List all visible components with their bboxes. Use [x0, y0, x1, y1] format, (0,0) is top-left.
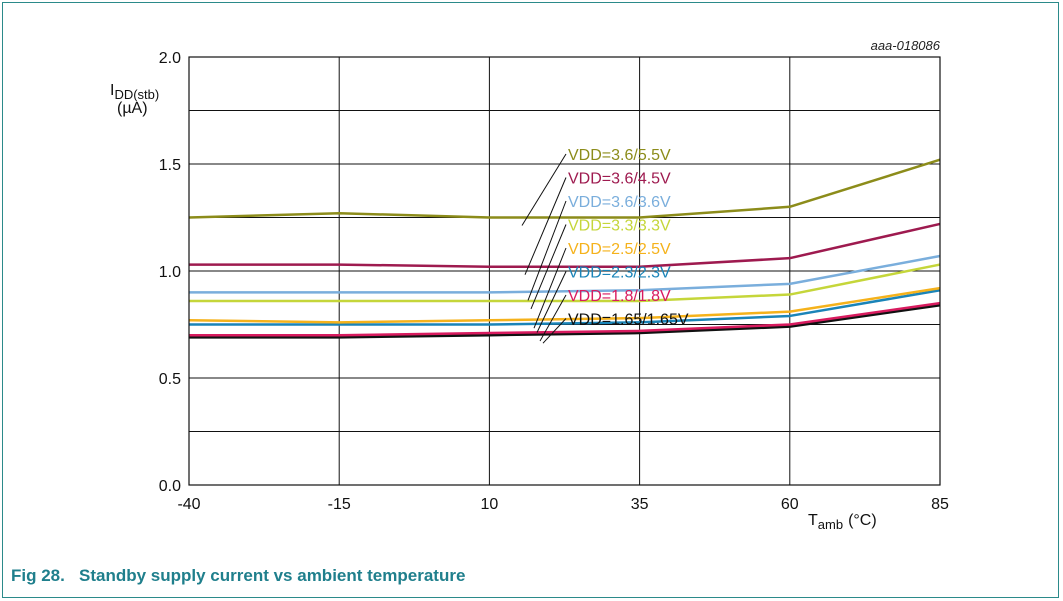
x-tick-label: 85 [931, 496, 949, 513]
legend-leaders [521, 153, 567, 344]
legend-label: VDD=3.6/4.5V [568, 171, 671, 188]
series-line [189, 304, 941, 339]
x-tick-label: -15 [328, 496, 351, 513]
legend-label: VDD=1.8/1.8V [568, 288, 671, 305]
legend-leader-line [524, 177, 567, 275]
y-axis-label-sub: DD(stb) [114, 87, 159, 102]
figure-id: aaa-018086 [871, 38, 941, 53]
y-tick-label: 0.5 [159, 371, 181, 388]
series-lines [188, 158, 941, 339]
series-line [189, 263, 941, 303]
legend-leader-line [536, 271, 567, 333]
legend-label: VDD=3.6/3.6V [568, 194, 671, 211]
y-axis-unit: (µA) [117, 100, 148, 117]
legend-label: VDD=2.3/2.3V [568, 265, 671, 282]
x-tick-label: 10 [481, 496, 499, 513]
legend-label: VDD=3.6/5.5V [568, 147, 671, 164]
y-axis-label-main: I [110, 82, 114, 99]
series-line [188, 286, 941, 324]
series-line [189, 254, 941, 294]
x-axis-label: Tamb (°C) [808, 512, 877, 532]
x-axis-label-main: T [808, 512, 818, 529]
series-line [189, 289, 941, 326]
figure-caption: Fig 28. Standby supply current vs ambien… [11, 566, 466, 585]
x-tick-label: 60 [781, 496, 799, 513]
legend-label: VDD=2.5/2.5V [568, 241, 671, 258]
y-tick-label: 2.0 [159, 50, 181, 67]
legend-leader-line [521, 153, 567, 226]
series-line [189, 301, 941, 337]
y-tick-label: 1.0 [159, 264, 181, 281]
legend-labels: VDD=3.6/5.5V VDD=3.6/4.5V VDD=3.6/3.6V VDD=… [568, 147, 689, 329]
plot-border [188, 56, 941, 486]
legend-label: VDD=3.3/3.3V [568, 218, 671, 235]
y-tick-label: 1.5 [159, 157, 181, 174]
x-axis-unit: (°C) [848, 512, 877, 529]
legend-label: VDD=1.65/1.65V [568, 312, 689, 329]
x-axis-label-sub: amb [818, 517, 843, 532]
legend-leader-line [530, 224, 567, 310]
series-line [188, 158, 941, 219]
legend-leader-line [527, 200, 567, 301]
legend-leader-line [539, 294, 567, 342]
x-tick-label: 35 [631, 496, 649, 513]
grid [188, 56, 941, 486]
y-tick-label: 0.0 [159, 478, 181, 495]
tick-labels: -40 -15 10 35 60 85 0.0 0.5 1.0 1.5 2.0 [159, 50, 949, 513]
standby-current-chart: VDD=3.6/5.5V VDD=3.6/4.5V VDD=3.6/3.6V VDD=… [110, 38, 949, 532]
series-line [189, 222, 941, 268]
legend-leader-line [533, 247, 567, 329]
y-axis-label: IDD(stb) [110, 82, 159, 102]
legend-leader-line [542, 318, 567, 344]
x-tick-label: -40 [177, 496, 200, 513]
